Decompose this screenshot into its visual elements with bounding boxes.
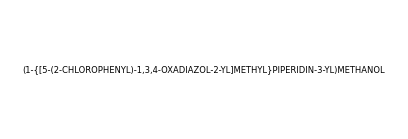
Text: (1-{[5-(2-CHLOROPHENYL)-1,3,4-OXADIAZOL-2-YL]METHYL}PIPERIDIN-3-YL)METHANOL: (1-{[5-(2-CHLOROPHENYL)-1,3,4-OXADIAZOL-… xyxy=(23,65,385,74)
